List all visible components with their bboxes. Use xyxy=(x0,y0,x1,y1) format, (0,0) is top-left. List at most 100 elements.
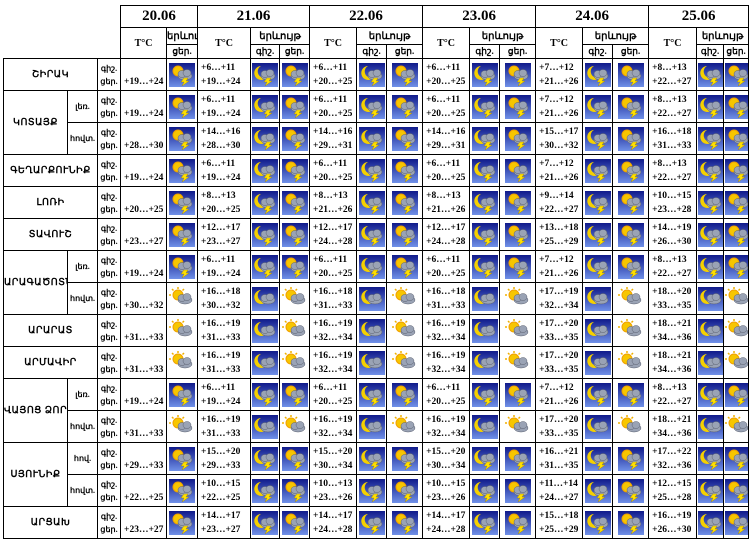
night-temp: +16…+19 xyxy=(426,318,466,329)
day-temp: +22…+25 xyxy=(201,492,241,503)
day-label: ցեր. xyxy=(723,44,750,59)
lightning xyxy=(180,493,190,502)
icon-cell xyxy=(499,186,537,219)
night-temp: +17…+20 xyxy=(539,318,579,329)
weather-icon xyxy=(252,414,279,439)
cloud xyxy=(513,356,528,368)
cloud xyxy=(367,132,382,144)
icon-cell xyxy=(582,474,614,507)
icon-cell xyxy=(279,122,311,155)
day-temp: +23…+27 xyxy=(201,236,241,247)
lightning xyxy=(180,269,190,278)
cloud xyxy=(367,420,382,432)
icon-cell xyxy=(582,58,614,91)
night-temp: +6…+11 xyxy=(201,94,236,105)
weather-icon xyxy=(169,318,196,343)
day-label: ցեր. xyxy=(100,524,118,534)
night-temp: +7…+12 xyxy=(539,254,574,265)
cloud xyxy=(400,164,415,176)
icon-cell xyxy=(250,154,281,187)
zone: հովտ. xyxy=(67,282,98,315)
cloud xyxy=(733,324,748,336)
temperature: +6…+11 +19…+24 xyxy=(197,250,252,283)
period-labels: գիշ. ցեր. xyxy=(96,378,122,411)
lightning xyxy=(709,397,719,406)
icon-cell xyxy=(279,378,311,411)
cloud xyxy=(626,452,641,464)
night-temp: +8…+13 xyxy=(652,158,687,169)
weather-icon xyxy=(725,158,748,183)
temperature: +6…+11 +20…+25 xyxy=(309,250,358,283)
lightning xyxy=(370,269,380,278)
cloud xyxy=(733,164,748,176)
temperature: +15…+17 +30…+32 xyxy=(535,122,584,155)
page: 20.0621.0622.0623.0624.0625.06T°Cերևույթ… xyxy=(3,5,750,539)
night-temp: +6…+11 xyxy=(201,158,236,169)
night-label: գիշ. xyxy=(100,447,118,457)
icon-cell xyxy=(469,410,501,443)
icon-cell xyxy=(612,314,650,347)
temperature: +28…+30 xyxy=(120,122,168,155)
weather-icon xyxy=(281,94,308,119)
day-temp: +30…+34 xyxy=(426,460,466,471)
region-row: ՏԱՎՈՒՇ գիշ. ցեր. +23…+27 +12…+17 +23…+27 +12…+… xyxy=(3,218,750,251)
day-temp: +30…+32 xyxy=(539,140,579,151)
temperature: +16…+19 +31…+33 xyxy=(197,314,252,347)
moon xyxy=(360,193,374,208)
night-temp: +16…+19 xyxy=(313,318,353,329)
lightning xyxy=(629,77,639,86)
weather-icon xyxy=(471,510,498,535)
icon-cell xyxy=(386,250,424,283)
cloud xyxy=(626,228,641,240)
region-name: ԳԵՂԱՐՔՈՒՆԻՔ xyxy=(3,154,98,187)
cloud xyxy=(706,260,722,272)
temp-label: T°C xyxy=(422,27,471,59)
icon-cell xyxy=(250,90,281,123)
cloud xyxy=(513,164,528,176)
temperature: +14…+16 +29…+31 xyxy=(422,122,471,155)
temperature: +16…+18 +30…+32 xyxy=(197,282,252,315)
lightning xyxy=(596,493,606,502)
lightning xyxy=(370,237,380,246)
day-label: ցեր. xyxy=(166,44,199,59)
temperature: +31…+33 xyxy=(120,314,168,347)
temperature: +6…+11 +20…+25 xyxy=(422,90,471,123)
night-temp: +6…+11 xyxy=(201,382,236,393)
weather-icon xyxy=(252,478,279,503)
moon xyxy=(586,321,600,336)
cloud xyxy=(480,420,495,432)
spacer xyxy=(124,349,166,363)
temperature: +8…+13 +22…+27 xyxy=(648,154,698,187)
temperature: +17…+20 +33…+35 xyxy=(535,410,584,443)
lightning xyxy=(180,173,190,182)
weather-icon xyxy=(252,254,279,279)
temperature: +16…+19 +32…+34 xyxy=(309,346,358,379)
moon xyxy=(700,257,714,272)
lightning xyxy=(263,493,273,502)
temperature: +31…+33 xyxy=(120,346,168,379)
moon xyxy=(473,321,487,336)
night-temp: +16…+21 xyxy=(539,446,579,457)
lightning xyxy=(629,237,639,246)
night-label: գիշ. xyxy=(100,223,118,233)
lightning xyxy=(293,77,303,86)
sun-rays xyxy=(169,318,185,328)
period-labels: գիշ. ցեր. xyxy=(96,282,122,315)
icon-cell xyxy=(696,90,725,123)
night-temp: +16…+19 xyxy=(313,414,353,425)
region-row: հովտ. գիշ. ցեր. +28…+30 +14…+16 +28…+30 +14…+1… xyxy=(4,122,750,155)
icon-cell xyxy=(499,90,537,123)
temperature: +8…+13 +20…+25 xyxy=(197,186,252,219)
weather-icon xyxy=(504,286,531,311)
icon-cell xyxy=(582,442,614,475)
temp-label: T°C xyxy=(309,27,358,59)
spacer xyxy=(124,317,166,331)
moon xyxy=(360,417,374,432)
icon-cell xyxy=(612,90,650,123)
lightning xyxy=(263,461,273,470)
night-temp: +6…+11 xyxy=(313,94,348,105)
night-temp: +8…+13 xyxy=(652,254,687,265)
cloud xyxy=(290,420,305,432)
night-label: գիշ. xyxy=(582,44,614,59)
day-temp: +30…+32 xyxy=(201,300,241,311)
